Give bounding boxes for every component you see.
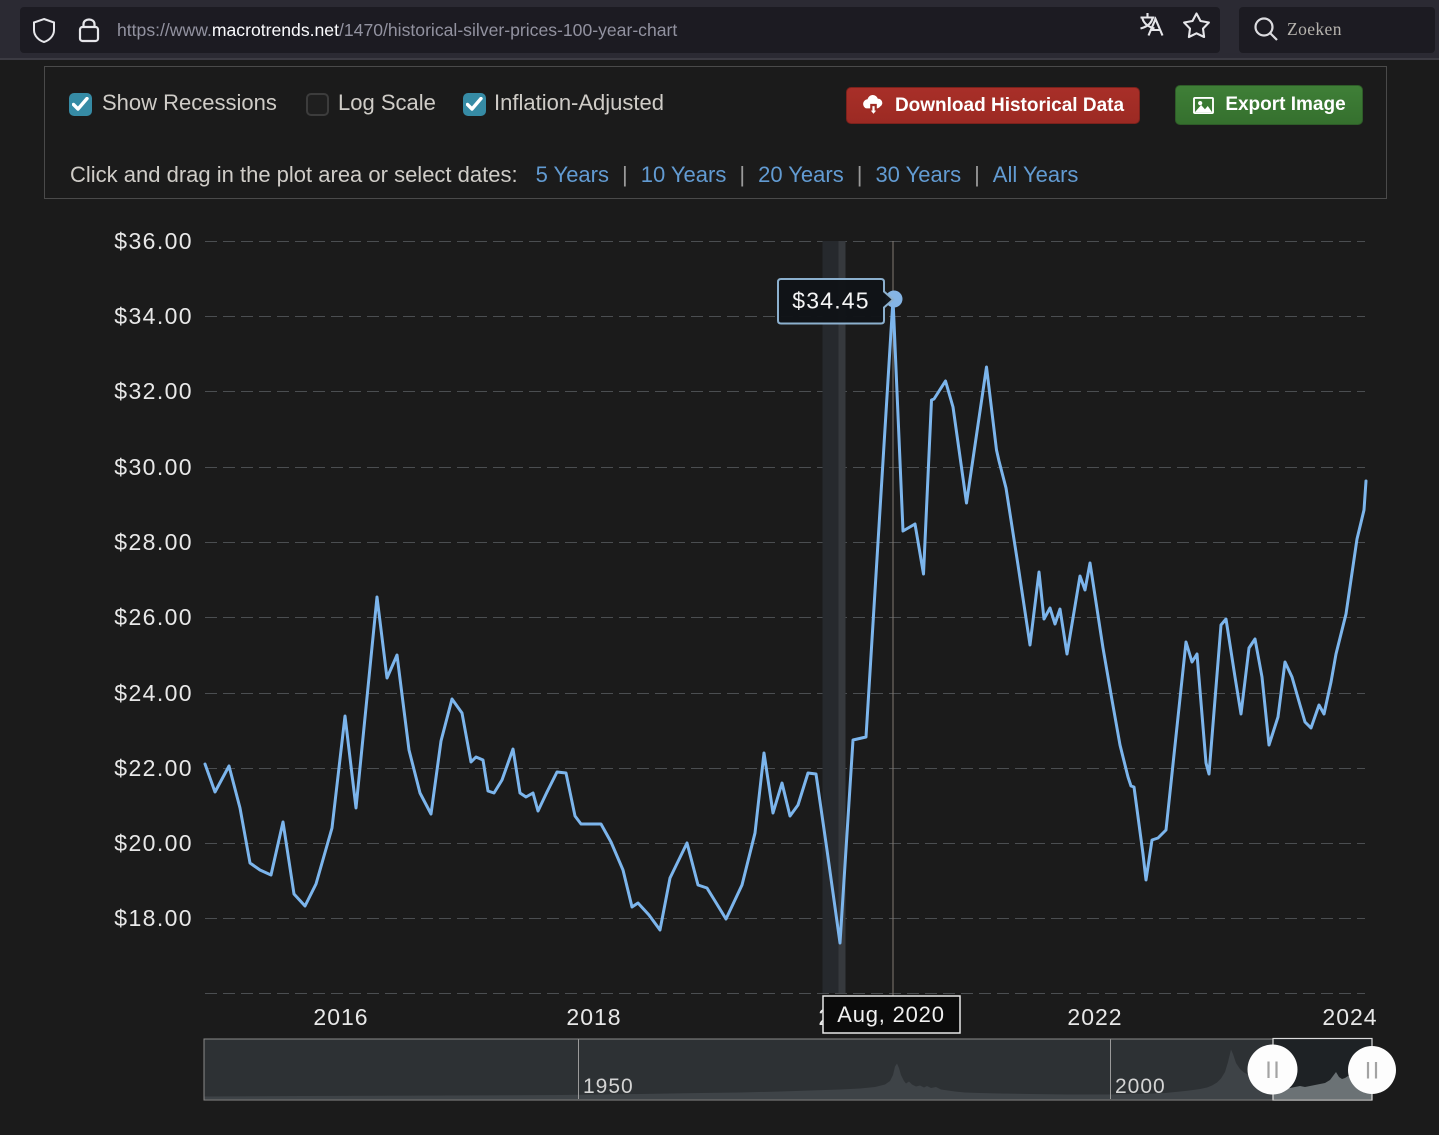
- svg-text:$20.00: $20.00: [114, 830, 193, 856]
- svg-text:2024: 2024: [1322, 1004, 1377, 1030]
- svg-text:$30.00: $30.00: [114, 454, 193, 480]
- svg-text:2000: 2000: [1115, 1075, 1166, 1098]
- svg-text:$22.00: $22.00: [114, 755, 193, 781]
- svg-text:$34.00: $34.00: [114, 303, 193, 329]
- svg-text:1950: 1950: [583, 1075, 634, 1098]
- svg-text:2016: 2016: [313, 1004, 368, 1030]
- svg-text:$26.00: $26.00: [114, 604, 193, 630]
- svg-text:$34.45: $34.45: [792, 288, 870, 314]
- svg-text:$36.00: $36.00: [114, 228, 193, 254]
- svg-text:2022: 2022: [1067, 1004, 1122, 1030]
- svg-text:$28.00: $28.00: [114, 529, 193, 555]
- svg-text:Aug, 2020: Aug, 2020: [837, 1002, 945, 1027]
- svg-text:$24.00: $24.00: [114, 680, 193, 706]
- svg-text:2018: 2018: [566, 1004, 621, 1030]
- svg-text:$32.00: $32.00: [114, 378, 193, 404]
- svg-text:$18.00: $18.00: [114, 905, 193, 931]
